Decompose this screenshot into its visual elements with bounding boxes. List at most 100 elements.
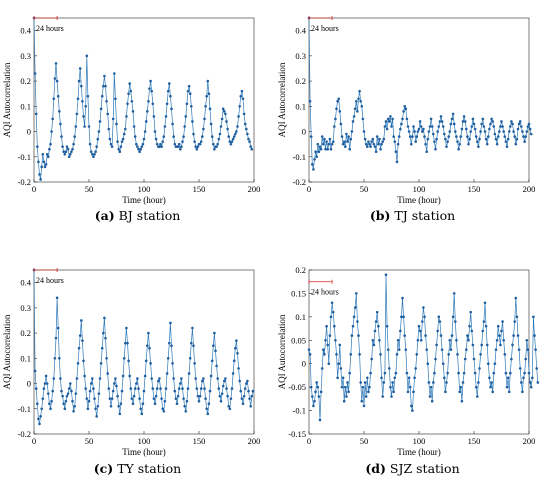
data-point: [187, 372, 191, 375]
data-point: [152, 115, 156, 118]
data-point: [419, 338, 423, 342]
data-point: [207, 402, 211, 406]
data-point: [65, 394, 69, 398]
y-tick-label-2: -0.05: [288, 382, 306, 392]
data-point: [164, 387, 168, 390]
data-point: [436, 329, 439, 333]
data-point: [158, 377, 161, 380]
data-point: [386, 348, 390, 351]
data-point: [234, 346, 237, 350]
data-point: [451, 315, 455, 319]
data-point: [328, 137, 332, 141]
y-tick-label-6: 0.15: [291, 288, 306, 298]
data-point: [437, 315, 441, 319]
data-point: [512, 130, 515, 133]
data-point: [324, 338, 327, 342]
data-point: [378, 338, 381, 342]
caption-a-tag: (a): [94, 208, 115, 223]
data-point: [458, 390, 461, 394]
data-point: [71, 399, 74, 403]
data-point: [208, 107, 212, 111]
data-point: [141, 142, 145, 146]
data-point: [39, 178, 42, 181]
data-point: [95, 415, 98, 418]
data-point: [76, 362, 80, 365]
data-point: [334, 117, 337, 121]
data-point: [198, 142, 202, 146]
data-point: [422, 306, 425, 309]
data-point: [523, 140, 526, 143]
data-point: [358, 353, 361, 356]
data-point: [325, 324, 328, 328]
data-point: [130, 397, 134, 400]
data-point: [100, 346, 104, 350]
data-point: [350, 130, 354, 133]
data-point: [109, 404, 113, 408]
data-point: [412, 390, 415, 394]
data-point: [390, 125, 393, 128]
plot-frame: [33, 17, 255, 183]
data-point: [381, 140, 384, 143]
data-point: [322, 348, 325, 351]
data-point: [195, 147, 199, 151]
data-point: [110, 397, 114, 400]
x-axis-label: Time (hour): [122, 195, 165, 205]
data-point: [162, 409, 166, 413]
caption-c-label: TY station: [117, 461, 182, 476]
data-point: [38, 422, 41, 426]
data-point: [93, 397, 96, 400]
data-point: [340, 135, 344, 138]
data-point: [37, 160, 40, 164]
data-point: [392, 390, 395, 394]
data-point: [481, 117, 485, 121]
data-point: [61, 394, 64, 398]
data-point: [74, 392, 78, 395]
data-point: [514, 142, 518, 146]
data-point: [529, 385, 533, 389]
data-point: [117, 147, 120, 151]
data-point: [532, 315, 535, 319]
data-point: [196, 394, 200, 398]
data-point: [490, 381, 493, 384]
data-point: [403, 105, 406, 108]
data-point: [502, 338, 505, 342]
data-point: [320, 367, 324, 370]
data-point: [224, 112, 227, 116]
data-point: [188, 92, 192, 95]
data-point: [235, 339, 238, 342]
data-point: [440, 348, 444, 351]
data-point: [82, 359, 85, 363]
data-point: [77, 346, 81, 350]
y-tick-label-5: 0.3: [295, 51, 306, 61]
data-point: [206, 79, 210, 83]
data-point: [456, 353, 459, 356]
data-point: [382, 381, 386, 384]
data-point: [242, 112, 246, 116]
data-point: [33, 72, 37, 75]
data-point: [88, 142, 92, 146]
x-tick-label-1: 50: [85, 184, 94, 194]
data-point: [53, 77, 57, 80]
data-point: [360, 105, 364, 108]
data-point: [37, 417, 40, 421]
data-point: [327, 142, 331, 146]
data-point: [113, 72, 116, 75]
data-point: [129, 89, 133, 93]
data-point: [48, 402, 51, 406]
data-point: [49, 407, 52, 411]
data-point: [407, 130, 411, 133]
data-point: [414, 140, 417, 143]
data-point: [451, 112, 455, 116]
data-point: [419, 125, 423, 128]
data-point: [183, 404, 186, 408]
data-point: [462, 371, 466, 375]
data-point: [356, 320, 359, 323]
data-point: [220, 392, 224, 395]
data-point: [142, 137, 146, 141]
data-point: [120, 389, 124, 393]
data-point: [405, 371, 409, 375]
data-point: [107, 387, 111, 390]
data-point: [124, 341, 127, 345]
data-point: [66, 147, 70, 151]
